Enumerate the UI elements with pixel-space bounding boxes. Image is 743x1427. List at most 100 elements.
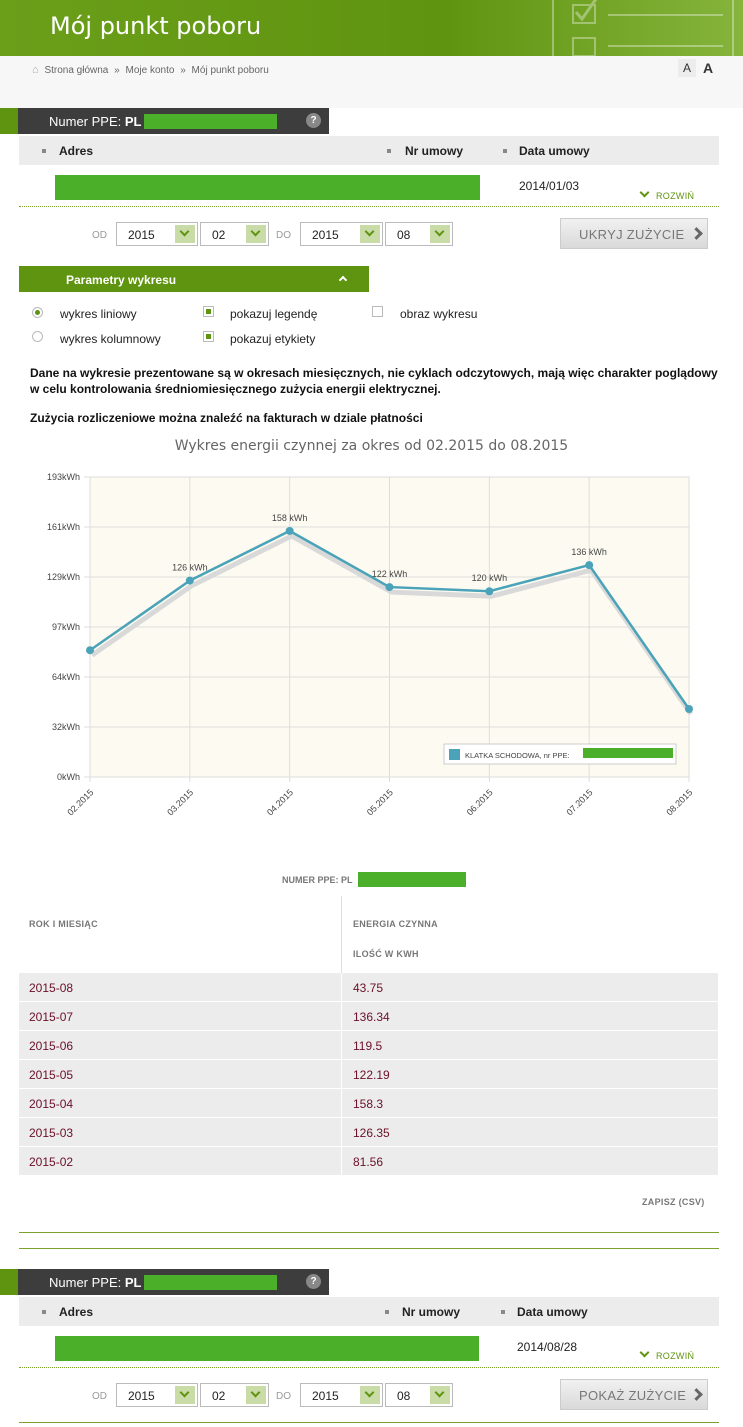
chevron-down-icon — [639, 1347, 650, 1358]
agreement-columns-header: Adres Nr umowy Data umowy — [19, 1297, 719, 1326]
address-redaction — [55, 1336, 479, 1361]
chart-image-label[interactable]: obraz wykresu — [400, 307, 478, 321]
chevron-down-icon — [360, 225, 380, 243]
y-tick-label: 97kWh — [52, 622, 80, 632]
contract-date: 2014/08/28 — [517, 1340, 578, 1354]
to-month-select[interactable]: 08 — [385, 222, 453, 246]
expand-link[interactable]: ROZWIŃ — [639, 1347, 694, 1361]
breadcrumb-current: Mój punkt poboru — [191, 65, 269, 76]
y-tick-label: 193kWh — [47, 472, 80, 482]
page-banner: Mój punkt poboru — [0, 0, 743, 56]
font-size-large-button[interactable]: A — [702, 60, 714, 76]
column-contract-number: Nr umowy — [402, 1305, 461, 1319]
divider — [19, 1248, 719, 1249]
ppe-number-redaction — [358, 872, 466, 887]
line-chart-radio[interactable] — [32, 307, 43, 318]
from-label: OD — [92, 1391, 107, 1402]
breadcrumb-account[interactable]: Moje konto — [125, 65, 175, 76]
breadcrumb-bar — [0, 56, 743, 108]
row-value: 81.56 — [353, 1155, 384, 1169]
show-labels-checkbox[interactable] — [203, 331, 214, 342]
to-year-select[interactable]: 2015 — [300, 222, 383, 246]
energy-line-chart: 0kWh 32kWh 64kWh 97kWh 129kWh 161kWh 193kWh 02.… — [47, 472, 694, 817]
from-year-select[interactable]: 2015 — [116, 1383, 198, 1407]
row-month: 2015-03 — [29, 1126, 74, 1140]
data-label: 136 kWh — [571, 547, 607, 557]
home-icon[interactable]: ⌂ — [32, 64, 39, 76]
bar-chart-label[interactable]: wykres kolumnowy — [60, 332, 161, 346]
hide-usage-button[interactable]: UKRYJ ZUŻYCIE — [560, 218, 708, 249]
ppe-number-redaction — [144, 114, 277, 129]
row-value: 122.19 — [353, 1068, 390, 1082]
column-active-energy: ENERGIA CZYNNA — [353, 919, 438, 929]
ppe-prefix: PL — [124, 1275, 142, 1290]
x-tick-label: 08.2015 — [664, 787, 694, 817]
chevron-right-icon — [690, 1388, 703, 1401]
notice-line-3: Zużycia rozliczeniowe można znaleźć na f… — [30, 411, 423, 425]
x-tick-label: 04.2015 — [265, 787, 295, 817]
row-month: 2015-06 — [29, 1039, 74, 1053]
data-label: 126 kWh — [172, 563, 208, 573]
bar-chart-radio[interactable] — [32, 331, 43, 342]
breadcrumb-home[interactable]: Strona główna — [44, 65, 109, 76]
column-contract-date: Data umowy — [517, 1305, 588, 1319]
row-value: 119.5 — [353, 1039, 383, 1053]
x-tick-label: 07.2015 — [564, 787, 594, 817]
data-point — [685, 704, 693, 713]
contract-date: 2014/01/03 — [519, 179, 580, 193]
data-point — [585, 561, 594, 570]
breadcrumb: ⌂ Strona główna » Moje konto » Mój punkt… — [32, 64, 272, 76]
table-ppe-label: NUMER PPE: PL — [282, 872, 466, 887]
from-month-select[interactable]: 02 — [200, 222, 269, 246]
notice-line-1: Dane na wykresie prezentowane są w okres… — [30, 366, 718, 380]
divider — [19, 1422, 719, 1423]
to-year-select[interactable]: 2015 — [300, 1383, 383, 1407]
divider — [19, 1232, 719, 1233]
column-address: Adres — [59, 1305, 94, 1319]
table-row: 2015-07 136.34 — [19, 1002, 718, 1031]
show-labels-label[interactable]: pokazuj etykiety — [230, 332, 316, 346]
to-month-select[interactable]: 08 — [385, 1383, 453, 1407]
x-tick-label: 03.2015 — [165, 787, 195, 817]
row-value: 136.34 — [353, 1010, 390, 1024]
to-label: DO — [276, 230, 291, 241]
x-tick-label: 05.2015 — [365, 787, 395, 817]
show-legend-checkbox[interactable] — [203, 306, 214, 317]
ppe-number-redaction — [144, 1275, 277, 1290]
chart-image-checkbox[interactable] — [372, 306, 383, 317]
table-row: 2015-05 122.19 — [19, 1060, 718, 1089]
row-value: 126.35 — [353, 1126, 390, 1140]
chevron-down-icon — [430, 1386, 450, 1404]
from-year-select[interactable]: 2015 — [116, 222, 198, 246]
row-month: 2015-08 — [29, 981, 74, 995]
help-icon[interactable]: ? — [306, 113, 321, 128]
data-point — [285, 526, 294, 535]
agreement-columns-header: Adres Nr umowy Data umowy — [19, 136, 719, 165]
address-redaction — [55, 175, 480, 200]
table-row: 2015-02 81.56 — [19, 1147, 718, 1176]
ppe-prefix: PL — [124, 114, 142, 129]
row-month: 2015-05 — [29, 1068, 74, 1082]
show-usage-button[interactable]: POKAŻ ZUŻYCIE — [560, 1379, 708, 1410]
x-tick-label: 06.2015 — [465, 787, 495, 817]
help-icon[interactable]: ? — [306, 1274, 321, 1289]
data-point — [485, 587, 494, 596]
divider — [19, 206, 719, 207]
save-csv-link[interactable]: ZAPISZ (CSV) — [642, 1197, 705, 1207]
notice-line-2: w celu kontrolowania średniomiesięcznego… — [30, 382, 441, 396]
divider — [19, 1367, 719, 1368]
row-month: 2015-07 — [29, 1010, 74, 1024]
chart-params-header[interactable]: Parametry wykresu — [19, 266, 369, 292]
row-month: 2015-04 — [29, 1097, 74, 1111]
chevron-up-icon — [338, 275, 348, 285]
column-contract-date: Data umowy — [519, 144, 590, 158]
column-contract-number: Nr umowy — [405, 144, 464, 158]
expand-link[interactable]: ROZWIŃ — [639, 187, 694, 201]
from-month-select[interactable]: 02 — [200, 1383, 269, 1407]
column-address: Adres — [59, 144, 94, 158]
line-chart-label[interactable]: wykres liniowy — [60, 307, 137, 321]
show-legend-label[interactable]: pokazuj legendę — [230, 307, 318, 321]
legend-swatch — [449, 749, 460, 760]
data-label: 158 kWh — [272, 513, 308, 523]
font-size-small-button[interactable]: A — [678, 59, 696, 77]
